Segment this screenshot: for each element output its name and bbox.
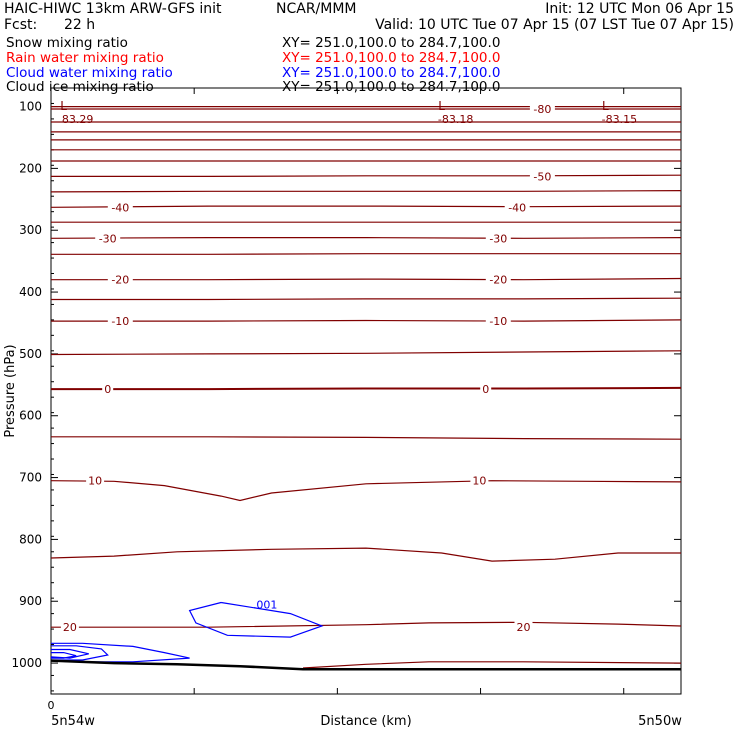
temperature-contour-label: -40 bbox=[111, 201, 129, 214]
contour-labels: -80 -50 -40 -40 -30 -30 -20 -20 -10 -10 0 0 10 10 20 20… bbox=[60, 99, 637, 634]
temperature-contour-label: -30 bbox=[99, 232, 117, 245]
field-name-rain: Rain water mixing ratio bbox=[6, 50, 164, 66]
temperature-contour-label: -10 bbox=[489, 315, 507, 328]
field-name-cloud-ice: Cloud ice mixing ratio bbox=[6, 79, 154, 95]
forecast-hour: 22 h bbox=[64, 17, 96, 33]
x-axis bbox=[50, 88, 625, 694]
low-marker-value: -83.15 bbox=[602, 113, 637, 126]
low-marker-letter: L bbox=[438, 99, 445, 113]
temperature-contour-line bbox=[51, 277, 682, 281]
contour-label-background bbox=[102, 383, 114, 396]
temperature-contours bbox=[50, 105, 682, 669]
contour-label-background bbox=[86, 474, 105, 487]
low-marker-letter: L bbox=[602, 99, 609, 113]
temperature-contour-line bbox=[50, 237, 682, 239]
field-xy-cloud-water: XY= 251.0,100.0 to 284.7,100.0 bbox=[282, 65, 501, 81]
temperature-contour-line bbox=[50, 190, 682, 193]
field-xy-rain: XY= 251.0,100.0 to 284.7,100.0 bbox=[282, 50, 501, 66]
x-start-label: 5n54w bbox=[51, 714, 95, 729]
temperature-contour-label: 20 bbox=[63, 621, 77, 634]
low-marker-letter: L bbox=[60, 99, 67, 113]
y-tick-label: 100 bbox=[19, 100, 42, 114]
temperature-contour-label: -10 bbox=[111, 315, 129, 328]
field-name-snow: Snow mixing ratio bbox=[6, 35, 128, 51]
y-tick-label: 800 bbox=[19, 532, 42, 546]
temperature-contour-label: 10 bbox=[88, 475, 102, 488]
temperature-contour-line bbox=[302, 661, 682, 669]
temperature-contour-label: -30 bbox=[489, 232, 507, 245]
terrain-line bbox=[50, 659, 681, 671]
low-marker-value: -83.18 bbox=[438, 113, 473, 126]
field-name-cloud-water: Cloud water mixing ratio bbox=[6, 65, 173, 81]
cloud-water-contour-line bbox=[51, 645, 109, 661]
plot-frame bbox=[50, 87, 682, 695]
temperature-contour-line bbox=[51, 174, 682, 177]
y-tick-label: 300 bbox=[19, 223, 42, 237]
model-title: HAIC-HIWC 13km ARW-GFS init bbox=[4, 1, 222, 17]
temperature-contour-line bbox=[51, 436, 682, 440]
field-xy-snow: XY= 251.0,100.0 to 284.7,100.0 bbox=[282, 35, 501, 51]
x-tick-label-zero: 0 bbox=[48, 699, 55, 712]
temperature-contour-line bbox=[51, 319, 682, 322]
contour-label-background bbox=[504, 201, 530, 214]
contour-label-background bbox=[485, 273, 511, 286]
temperature-contour-label: 0 bbox=[104, 383, 111, 396]
cloud-water-contour-line bbox=[188, 601, 324, 638]
temperature-contour-line bbox=[51, 253, 681, 255]
temperature-contour-line bbox=[50, 350, 682, 356]
temperature-contour-label: 20 bbox=[517, 621, 531, 634]
temperature-contour-line bbox=[50, 205, 682, 208]
temperature-contour-line bbox=[51, 621, 682, 628]
y-tick-label: 700 bbox=[19, 471, 42, 485]
temperature-contour-line bbox=[50, 480, 682, 502]
terrain-surface bbox=[50, 659, 681, 671]
temperature-contour-label: -80 bbox=[533, 103, 551, 116]
init-time: Init: 12 UTC Mon 06 Apr 15 bbox=[545, 1, 734, 17]
y-tick-label: 1000 bbox=[11, 656, 42, 670]
temperature-contour-line bbox=[51, 297, 682, 301]
valid-time: Valid: 10 UTC Tue 07 Apr 15 (07 LST Tue … bbox=[375, 17, 734, 33]
temperature-contour-line bbox=[51, 386, 682, 391]
temperature-contour-label: -20 bbox=[489, 274, 507, 287]
temperature-contour-line bbox=[50, 547, 681, 562]
x-end-label: 5n50w bbox=[638, 714, 682, 729]
contour-label-background bbox=[95, 232, 121, 245]
x-axis-label: Distance (km) bbox=[320, 714, 411, 729]
temperature-contour-label: 0 bbox=[482, 383, 489, 396]
contour-label-background bbox=[485, 315, 511, 328]
y-tick-label: 400 bbox=[19, 285, 42, 299]
y-tick-label: 600 bbox=[19, 409, 42, 423]
contour-label-background bbox=[529, 103, 555, 116]
temperature-contour-label: -50 bbox=[533, 170, 551, 183]
contour-label-background bbox=[470, 474, 489, 487]
contour-label-background bbox=[107, 273, 133, 286]
cloud-water-contour-label: .001 bbox=[253, 598, 278, 611]
contour-label-background bbox=[107, 315, 133, 328]
y-tick-label: 200 bbox=[19, 161, 42, 175]
low-marker-value: 83.29 bbox=[62, 113, 94, 126]
temperature-contour-label: -40 bbox=[508, 201, 526, 214]
y-tick-label: 500 bbox=[19, 347, 42, 361]
y-axis-label: Pressure (hPa) bbox=[3, 344, 18, 437]
cloud-water-contour-line bbox=[51, 651, 77, 659]
contour-label-background bbox=[107, 201, 133, 214]
temperature-contour-label: 10 bbox=[472, 475, 486, 488]
temperature-contour-label: -20 bbox=[111, 274, 129, 287]
contour-label-background bbox=[60, 621, 79, 634]
contour-label-background bbox=[485, 232, 511, 245]
cloud-water-contours bbox=[50, 601, 324, 663]
forecast-label: Fcst: bbox=[4, 17, 38, 33]
y-tick-label: 900 bbox=[19, 594, 42, 608]
organization-label: NCAR/MMM bbox=[276, 1, 357, 17]
contour-label-background bbox=[514, 621, 533, 634]
contour-label-background bbox=[529, 170, 555, 183]
field-xy-cloud-ice: XY= 251.0,100.0 to 284.7,100.0 bbox=[282, 79, 501, 95]
contour-label-background bbox=[480, 383, 492, 396]
